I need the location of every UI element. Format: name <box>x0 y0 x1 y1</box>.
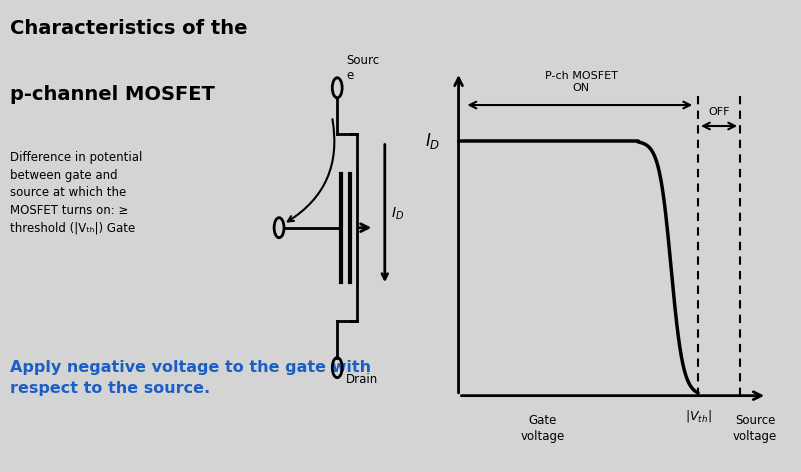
Text: $I_D$: $I_D$ <box>391 205 405 221</box>
Text: Source
voltage: Source voltage <box>733 413 777 443</box>
Text: Apply negative voltage to the gate with
respect to the source.: Apply negative voltage to the gate with … <box>10 361 371 396</box>
Text: Characteristics of the: Characteristics of the <box>10 19 248 38</box>
Text: Sourc
e: Sourc e <box>346 54 379 83</box>
Text: Gate
voltage: Gate voltage <box>521 413 565 443</box>
Text: P-ch MOSFET
ON: P-ch MOSFET ON <box>545 71 618 93</box>
Text: $|V_{th}|$: $|V_{th}|$ <box>685 408 711 424</box>
Text: Difference in potential
between gate and
source at which the
MOSFET turns on: ≥
: Difference in potential between gate and… <box>10 151 142 234</box>
Text: p-channel MOSFET: p-channel MOSFET <box>10 85 215 104</box>
Text: OFF: OFF <box>708 107 730 117</box>
Text: $I_D$: $I_D$ <box>425 131 441 151</box>
Text: Drain: Drain <box>346 373 378 386</box>
